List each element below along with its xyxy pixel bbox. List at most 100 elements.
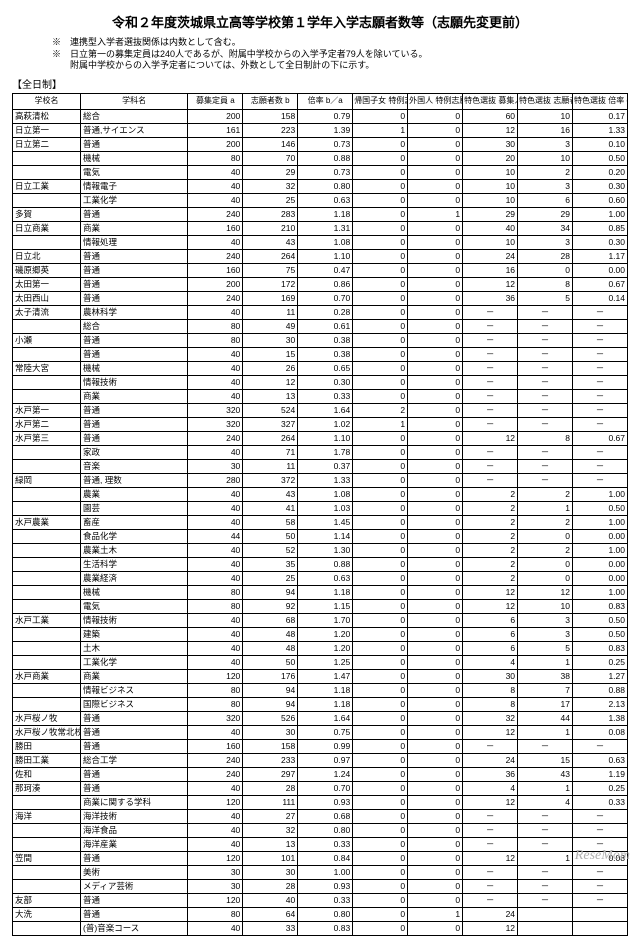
cell-value: － [518,417,573,431]
th-ba: 倍率 b／a [298,94,353,110]
table-row: 日立工業情報電子40320.80001030.30 [13,179,628,193]
cell-value: － [518,347,573,361]
cell-value: 0 [353,697,408,711]
cell-value: 1.08 [298,487,353,501]
cell-value: 0 [408,375,463,389]
cell-value: 0 [353,263,408,277]
cell-value: － [573,361,628,375]
cell-dept: 普通 [81,277,188,291]
cell-dept: 普通 [81,403,188,417]
cell-dept: 普通 [81,347,188,361]
cell-value: 0.14 [573,291,628,305]
cell-dept: 普通 [81,907,188,921]
note-line: 附属中学校からの入学予定者については、外数として全日制計の下に示す。 [52,60,628,72]
cell-value: 158 [243,109,298,123]
cell-value: － [518,389,573,403]
cell-value: － [463,361,518,375]
cell-dept: 畜産 [81,515,188,529]
cell-dept: 普通 [81,711,188,725]
cell-value: 71 [243,445,298,459]
cell-value: － [573,473,628,487]
cell-value: － [573,893,628,907]
table-row: 情報技術40120.3000－－－ [13,375,628,389]
cell-value: 0.33 [573,795,628,809]
cell-value: 0 [353,725,408,739]
cell-school: 多賀 [13,207,81,221]
cell-value: 80 [188,907,243,921]
cell-dept: 農林科学 [81,305,188,319]
cell-value: － [463,333,518,347]
cell-value: 75 [243,263,298,277]
cell-value: － [463,319,518,333]
cell-value: 40 [188,641,243,655]
cell-value: 1.20 [298,627,353,641]
cell-value: 0.50 [573,151,628,165]
cell-value: 48 [243,641,298,655]
cell-value: － [518,893,573,907]
cell-value: 0.33 [298,893,353,907]
cell-value: 1.20 [298,641,353,655]
cell-value: 1.00 [573,487,628,501]
table-row: 日立商業商業1602101.310040340.85 [13,221,628,235]
cell-value: 40 [463,221,518,235]
cell-value: 1 [518,501,573,515]
cell-value: 1 [353,123,408,137]
table-row: 音楽30110.3700－－－ [13,459,628,473]
cell-school: 磯原郷英 [13,263,81,277]
cell-value: 8 [518,277,573,291]
cell-value: － [518,333,573,347]
cell-school: 常陸大宮 [13,361,81,375]
cell-dept: 電気 [81,599,188,613]
table-row: メディア芸術30280.9300－－－ [13,879,628,893]
cell-school [13,375,81,389]
cell-school: 日立商業 [13,221,81,235]
cell-value: 0.88 [298,557,353,571]
cell-school [13,235,81,249]
cell-value: 0 [353,865,408,879]
cell-value: 0 [408,515,463,529]
cell-value: 0 [353,585,408,599]
cell-school: 緑岡 [13,473,81,487]
cell-value: 0 [353,879,408,893]
cell-value: 0.50 [573,627,628,641]
cell-value: 200 [188,137,243,151]
cell-value: 0.93 [298,879,353,893]
cell-value: 1.02 [298,417,353,431]
table-row: 農業経済40250.6300200.00 [13,571,628,585]
cell-value: 40 [188,613,243,627]
cell-value: 0.50 [573,501,628,515]
cell-school [13,445,81,459]
cell-value: 0.79 [298,109,353,123]
cell-value: － [573,809,628,823]
cell-school [13,599,81,613]
cell-value: 3 [518,179,573,193]
table-row: 機械80700.880020100.50 [13,151,628,165]
cell-school: 勝田工業 [13,753,81,767]
cell-value: 0.97 [298,753,353,767]
cell-value: 200 [188,277,243,291]
table-row: 勝田工業総合工学2402330.970024150.63 [13,753,628,767]
cell-value: 0 [408,543,463,557]
cell-value: 524 [243,403,298,417]
cell-value: 0 [353,543,408,557]
cell-value: 0 [353,921,408,935]
cell-value: 40 [188,557,243,571]
cell-dept: 商業に関する学科 [81,795,188,809]
cell-value: 0 [353,809,408,823]
cell-value: 2 [463,515,518,529]
cell-value: 0.00 [573,263,628,277]
cell-value: － [463,739,518,753]
cell-value: 6 [463,641,518,655]
cell-dept: 機械 [81,361,188,375]
cell-school: 水戸農業 [13,515,81,529]
cell-value: 40 [188,781,243,795]
table-row: 磯原郷英普通160750.47001600.00 [13,263,628,277]
cell-value: 0.67 [573,277,628,291]
cell-value: 176 [243,669,298,683]
cell-value: 0 [408,669,463,683]
cell-value: 8 [463,697,518,711]
cell-value: 1 [518,655,573,669]
cell-value: 0.00 [573,571,628,585]
cell-dept: 普通 [81,417,188,431]
cell-dept: 土木 [81,641,188,655]
